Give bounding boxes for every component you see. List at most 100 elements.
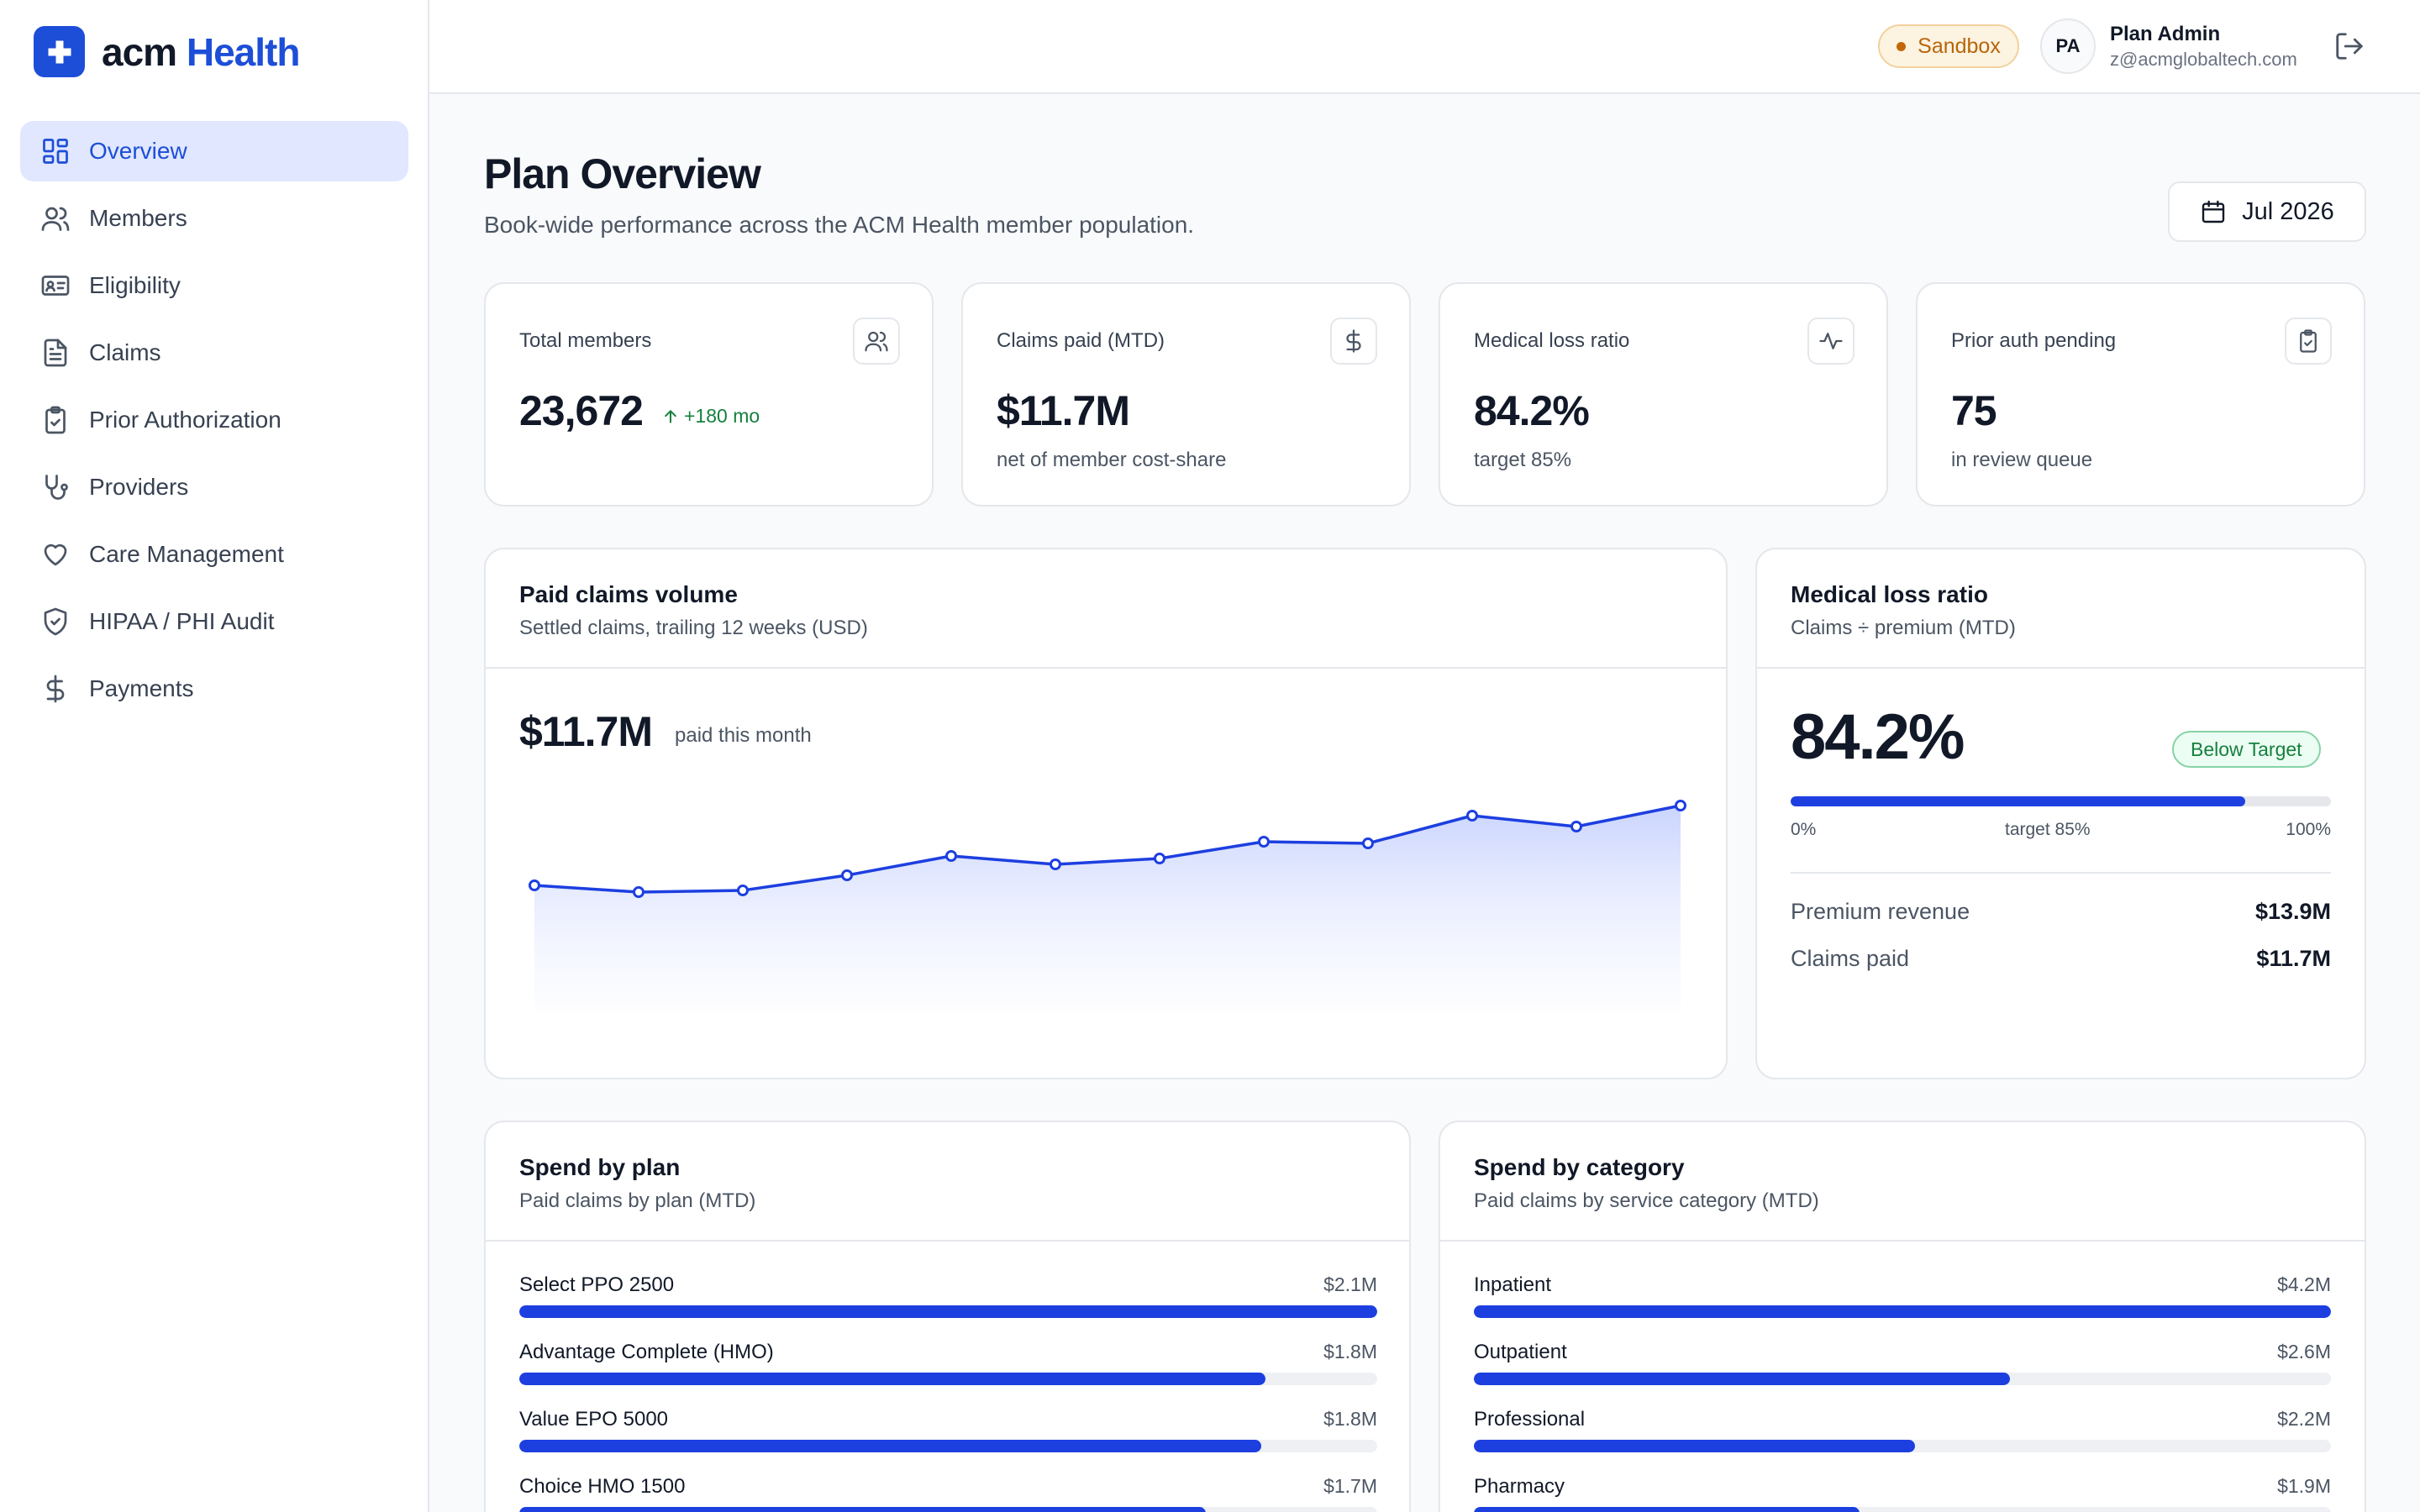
bar-label: Professional [1474,1408,1586,1431]
chart-point [1050,858,1061,870]
card-header: Medical loss ratio Claims ÷ premium (MTD… [1757,549,2365,669]
user-email: z@acmglobaltech.com [2110,49,2297,70]
kpi-delta-label: +180 mo [684,405,760,427]
environment-badge: Sandbox [1878,24,2019,68]
chart-point [1154,853,1165,864]
kpi-label: Medical loss ratio [1474,329,1630,352]
status-badge: Below Target [2172,731,2321,768]
bar-label: Advantage Complete (HMO) [519,1341,774,1363]
chart-point [1258,836,1270,848]
bar-track [1474,1305,2331,1318]
sidebar-item-label: Care Management [89,541,284,567]
bar-fill [519,1507,1206,1512]
kpi-card-prior-auth-pending: Prior auth pending 75 in review queue [1916,282,2365,507]
period-label: Jul 2026 [2242,197,2334,225]
kpi-value: $11.7M [997,387,1130,434]
kpi-delta: +180 mo [662,405,760,428]
sidebar-nav: Overview Members Eligibility Claims Prio… [20,121,408,726]
bar-label: Outpatient [1474,1341,1567,1363]
sidebar-item-label: Prior Authorization [89,407,281,433]
list-item: Outpatient $2.6M [1474,1341,2331,1408]
logout-icon[interactable] [2333,30,2365,62]
sidebar-item-label: Providers [89,474,189,500]
bar-track [519,1373,1377,1385]
mlr-card: Medical loss ratio Claims ÷ premium (MTD… [1755,548,2366,1079]
users-icon [853,318,900,365]
list-item: Value EPO 5000 $1.8M [519,1408,1377,1475]
chart-series-line [534,804,1681,894]
sidebar-item-payments[interactable]: Payments [20,659,408,719]
kpi-label: Total members [519,329,652,352]
mlr-progress-fill [1791,796,2246,806]
list-item: Professional $2.2M [1474,1408,2331,1475]
sidebar-item-members[interactable]: Members [20,188,408,249]
kpi-card-claims-paid: Claims paid (MTD) $11.7M net of member c… [961,282,1411,507]
bar-fill [1474,1373,2010,1385]
bar-value: $1.7M [1323,1475,1377,1497]
shield-check-icon [44,607,67,636]
calendar-icon [2202,200,2225,223]
sidebar-item-providers[interactable]: Providers [20,457,408,517]
activity-icon [1807,318,1854,365]
dollar-icon [46,675,65,703]
dashboard-icon [43,139,68,164]
kpi-card-medical-loss-ratio: Medical loss ratio 84.2% target 85% [1439,282,1888,507]
premium-revenue-label: Premium revenue [1791,899,1970,924]
bar-label: Pharmacy [1474,1475,1565,1498]
kpi-value: 84.2% [1474,387,1590,434]
sidebar-item-claims[interactable]: Claims [20,323,408,383]
card-title: Spend by category [1474,1154,1685,1180]
sidebar-item-hipaa-phi-audit[interactable]: HIPAA / PHI Audit [20,591,408,652]
sidebar-item-eligibility[interactable]: Eligibility [20,255,408,316]
clipboard-check-icon [45,406,66,434]
mlr-scale-max: 100% [2286,820,2331,839]
kpi-value: 23,672 [519,387,644,434]
chart-points [529,800,1686,898]
sidebar-item-care-management[interactable]: Care Management [20,524,408,585]
sidebar-item-label: HIPAA / PHI Audit [89,608,275,634]
bar-fill [1474,1507,1860,1512]
sidebar-item-label: Eligibility [89,272,181,298]
bar-track [1474,1507,2331,1512]
sidebar-item-label: Payments [89,675,194,701]
heart-icon [44,543,67,566]
bar-label: Select PPO 2500 [519,1273,675,1296]
stethoscope-icon [45,475,68,500]
medical-cross-icon [34,26,85,77]
mlr-scale-min: 0% [1791,820,1817,839]
bar-fill [519,1373,1266,1385]
bar-fill [1474,1305,2331,1318]
spend-by-plan-card: Spend by plan Paid claims by plan (MTD) … [484,1121,1411,1512]
dollar-icon [1330,318,1377,365]
brand-name-part2: Health [186,29,301,74]
bar-fill [519,1305,1377,1318]
bar-value: $1.8M [1323,1408,1377,1430]
list-item: Select PPO 2500 $2.1M [519,1273,1377,1341]
bar-value: $1.9M [2277,1475,2331,1497]
list-item: Choice HMO 1500 $1.7M [519,1475,1377,1512]
bar-label: Value EPO 5000 [519,1408,669,1431]
environment-badge-label: Sandbox [1918,34,2001,58]
claims-paid-value: $11.7M [2256,946,2331,971]
chart-point [1675,800,1686,811]
kpi-sub: net of member cost-share [997,449,1227,471]
sidebar-item-overview[interactable]: Overview [20,121,408,181]
users-icon [41,207,70,231]
bar-track [519,1440,1377,1452]
id-card-icon [41,276,70,296]
user-name: Plan Admin [2110,23,2221,45]
avatar[interactable]: PA [2040,18,2096,74]
period-picker-button[interactable]: Jul 2026 [2168,181,2366,242]
bar-value: $2.6M [2277,1341,2331,1362]
kpi-sub: target 85% [1474,449,1572,471]
card-title: Medical loss ratio [1791,581,1988,607]
bar-fill [1474,1440,1916,1452]
brand-logo[interactable]: acm Health [34,26,301,77]
sidebar-item-prior-authorization[interactable]: Prior Authorization [20,390,408,450]
list-item: Advantage Complete (HMO) $1.8M [519,1341,1377,1408]
sidebar-item-label: Claims [89,339,161,365]
kpi-label: Claims paid (MTD) [997,329,1165,352]
card-subtitle: Paid claims by plan (MTD) [519,1189,756,1212]
kpi-card-total-members: Total members 23,672 +180 mo [484,282,934,507]
bar-track [1474,1440,2331,1452]
